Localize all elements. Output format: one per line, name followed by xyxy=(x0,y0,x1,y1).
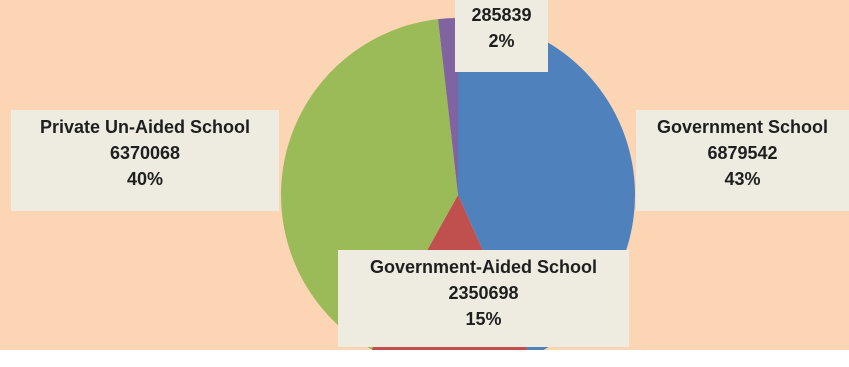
label-name: Government-Aided School xyxy=(369,257,598,277)
label-value: 285839 xyxy=(471,5,532,25)
label-name: Private Un-Aided School xyxy=(39,117,251,137)
label-percent: 40% xyxy=(126,169,164,189)
label-value: 6879542 xyxy=(707,143,778,163)
data-label-private-un-aided-school: Private Un-Aided School 6370068 40% xyxy=(11,110,279,211)
label-percent: 15% xyxy=(465,309,502,329)
label-name: Government School xyxy=(656,117,829,137)
label-percent: 2% xyxy=(488,31,515,51)
chart-area: Government School 6879542 43% Private Un… xyxy=(0,0,849,350)
label-value: 6370068 xyxy=(109,143,181,163)
data-label-government-aided-school: Government-Aided School 2350698 15% xyxy=(338,250,629,347)
data-label-government-school: Government School 6879542 43% xyxy=(636,110,849,211)
data-label-other: 285839 2% xyxy=(455,0,548,72)
label-value: 2350698 xyxy=(448,283,519,303)
pie-slice-other xyxy=(438,18,458,195)
label-percent: 43% xyxy=(724,169,761,189)
